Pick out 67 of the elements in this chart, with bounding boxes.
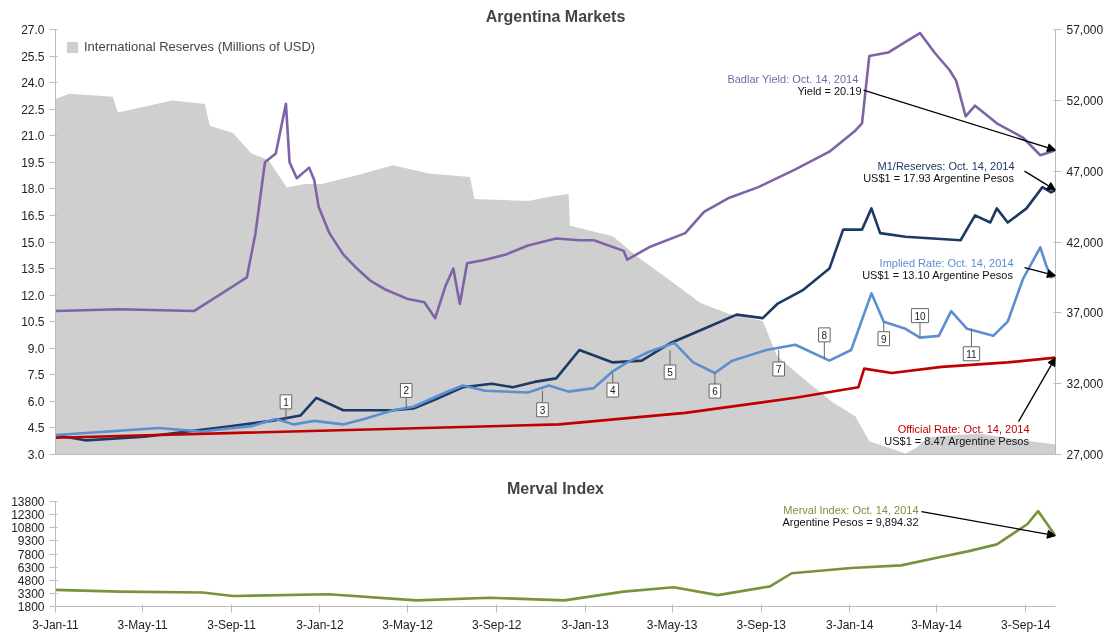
x-tick-label: 3-Jan-13 [561, 617, 610, 632]
x-tick-label: 3-May-12 [382, 617, 434, 632]
y-tick-label: 1800 [17, 600, 45, 614]
x-tick-label: 3-Sep-14 [1001, 617, 1051, 632]
y-tick-label: 4800 [17, 573, 45, 588]
x-tick-label: 3-Jan-12 [296, 617, 344, 632]
annotation: 9 [880, 333, 887, 345]
annotation: 6 [712, 386, 719, 398]
x-tick-label: 3-Sep-11 [207, 617, 257, 632]
annotation: 4 [609, 385, 616, 397]
y-tick-label: 25.5 [21, 49, 45, 64]
line-series [55, 246, 1056, 437]
y2-tick-label: 52,000 [1066, 93, 1104, 108]
y-tick-label: 3300 [17, 586, 45, 601]
annotation: 8 [821, 329, 828, 341]
y-tick-label: 27.0 [21, 23, 45, 37]
y-tick-label: 9300 [17, 534, 45, 549]
x-tick-label: 3-Sep-12 [472, 617, 522, 632]
y-tick-label: 7800 [17, 547, 45, 562]
y-tick-label: 9.0 [27, 341, 45, 356]
annotation: Official Rate: Oct. 14, 2014 US$1 = 8.47 Argentine Pesos [884, 422, 1030, 447]
y2-tick-label: 27,000 [1066, 448, 1104, 462]
annotation: 2 [403, 385, 410, 397]
annotation: Implied Rate: Oct. 14, 2014 US$1 = 13.10 Argentine Pesos [862, 256, 1014, 281]
y-tick-label: 18.0 [21, 182, 45, 197]
x-tick-label: 3-Sep-13 [736, 617, 787, 632]
y-tick-label: 4.5 [27, 421, 45, 436]
annotation: 1 [283, 396, 290, 408]
x-tick-label: 3-May-14 [911, 617, 963, 632]
annotation: 10 [914, 310, 926, 322]
x-tick-label: 3-Jan-14 [826, 617, 874, 632]
annotation: M1/Reserves: Oct. 14, 2014 US$1 = 17.93 Argentine Pesos [863, 160, 1015, 185]
y-tick-label: 13.5 [21, 262, 45, 277]
y-tick-label: 19.5 [21, 155, 45, 170]
y-tick-label: 3.0 [27, 448, 45, 462]
x-tick-label: 3-May-13 [646, 617, 698, 632]
annotation: 3 [539, 404, 546, 416]
x-tick-label: 3-Jan-11 [32, 617, 80, 632]
annotation: 7 [775, 364, 782, 376]
annotation: 5 [667, 367, 674, 379]
line-series [55, 356, 1056, 439]
y2-tick-label: 42,000 [1066, 235, 1104, 250]
y-tick-label: 6.0 [27, 394, 45, 409]
y-tick-label: 12.0 [21, 288, 45, 303]
annotation: 11 [966, 348, 978, 360]
y-tick-label: 10.5 [21, 315, 45, 330]
y-tick-label: 21.0 [21, 129, 45, 144]
y-tick-label: 10800 [11, 521, 45, 536]
annotation: Badlar Yield: Oct. 14, 2014 Yield = 20.19 [727, 73, 862, 98]
annotation: Merval Index: Oct. 14, 2014 Argentine Pesos = 9,894.32 [782, 503, 919, 528]
y-tick-label: 7.5 [27, 368, 45, 383]
y2-tick-label: 57,000 [1066, 23, 1104, 37]
line-series [55, 31, 1056, 320]
chart-title: Merval Index [507, 479, 605, 497]
y2-tick-label: 37,000 [1066, 306, 1104, 321]
y-tick-label: 24.0 [21, 76, 45, 91]
y-tick-label: 12300 [11, 508, 45, 523]
x-tick-label: 3-May-11 [117, 617, 168, 632]
legend-label: International Reserves (Millions of USD) [84, 39, 316, 54]
y2-tick-label: 32,000 [1066, 377, 1104, 392]
y2-tick-label: 47,000 [1066, 164, 1104, 179]
y-tick-label: 16.5 [21, 208, 45, 223]
y-tick-label: 6300 [17, 560, 45, 575]
chart-title: Argentina Markets [485, 7, 626, 25]
y-tick-label: 13800 [11, 495, 45, 509]
y-tick-label: 15.0 [21, 235, 45, 250]
y-tick-label: 22.5 [21, 102, 45, 117]
